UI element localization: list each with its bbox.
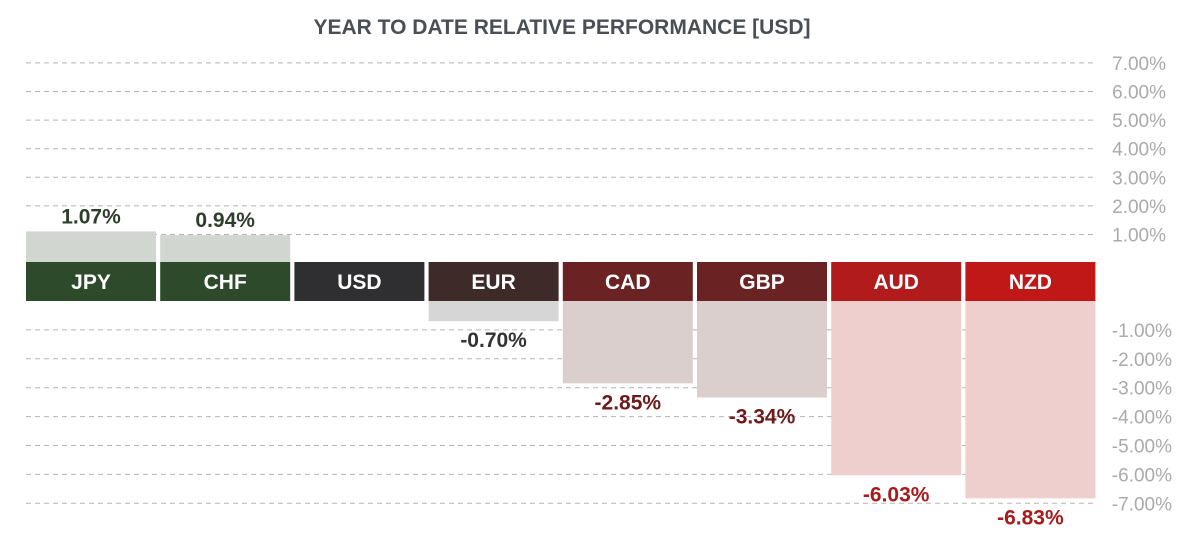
y-tick-label: -1.00%	[1112, 321, 1172, 342]
category-label-chf: CHF	[204, 271, 247, 294]
value-labels: 1.07% 0.94% -0.70% -2.85% -3.34% -6.03% -6.83%	[61, 205, 1064, 529]
y-tick-label: -4.00%	[1112, 408, 1172, 429]
y-tick-label: -7.00%	[1112, 494, 1172, 515]
bars	[26, 231, 1096, 499]
value-label-nzd: -6.83%	[997, 506, 1064, 529]
category-box-aud	[831, 262, 962, 301]
y-tick-label: 7.00%	[1112, 54, 1166, 75]
value-label-eur: -0.70%	[460, 329, 527, 352]
category-label-nzd: NZD	[1009, 271, 1052, 294]
category-box-gbp	[697, 262, 827, 301]
bar-chf	[160, 235, 291, 262]
chart-title: YEAR TO DATE RELATIVE PERFORMANCE [USD]	[313, 16, 810, 39]
y-tick-label: 5.00%	[1112, 111, 1166, 132]
y-tick-label: -6.00%	[1112, 465, 1172, 486]
y-tick-label: -2.00%	[1112, 350, 1172, 371]
bar-nzd	[965, 301, 1096, 499]
category-label-usd: USD	[337, 271, 381, 294]
y-tick-label: 1.00%	[1112, 226, 1166, 247]
category-label-eur: EUR	[471, 271, 515, 294]
y-axis-ticks: 7.00% 6.00% 5.00% 4.00% 3.00% 2.00% 1.00% -1.00…	[1112, 54, 1172, 515]
value-label-aud: -6.03%	[863, 483, 930, 506]
value-label-cad: -2.85%	[595, 391, 662, 414]
category-label-jpy: JPY	[71, 271, 111, 294]
category-label-gbp: GBP	[739, 271, 785, 294]
bar-cad	[562, 301, 693, 384]
category-box-eur	[428, 262, 559, 301]
y-tick-label: 2.00%	[1112, 197, 1166, 218]
category-box-cad	[562, 262, 693, 301]
category-labels: JPY CHF USD EUR CAD GBP AUD NZD	[26, 262, 1096, 301]
bar-eur	[428, 301, 559, 322]
category-label-cad: CAD	[605, 271, 651, 294]
value-label-jpy: 1.07%	[61, 205, 121, 228]
value-label-chf: 0.94%	[195, 209, 255, 232]
y-tick-label: 4.00%	[1112, 140, 1166, 161]
category-label-aud: AUD	[873, 271, 919, 294]
category-box-usd	[294, 262, 425, 301]
value-label-gbp: -3.34%	[729, 406, 796, 429]
bar-gbp	[697, 301, 827, 398]
y-tick-label: 3.00%	[1112, 168, 1166, 189]
bar-aud	[831, 301, 962, 476]
category-box-jpy	[26, 262, 156, 301]
bar-jpy	[26, 231, 156, 262]
y-tick-label: -5.00%	[1112, 437, 1172, 458]
y-tick-label: 6.00%	[1112, 83, 1166, 104]
category-box-nzd	[965, 262, 1096, 301]
category-box-chf	[160, 262, 291, 301]
y-tick-label: -3.00%	[1112, 379, 1172, 400]
gridlines	[26, 62, 1094, 504]
